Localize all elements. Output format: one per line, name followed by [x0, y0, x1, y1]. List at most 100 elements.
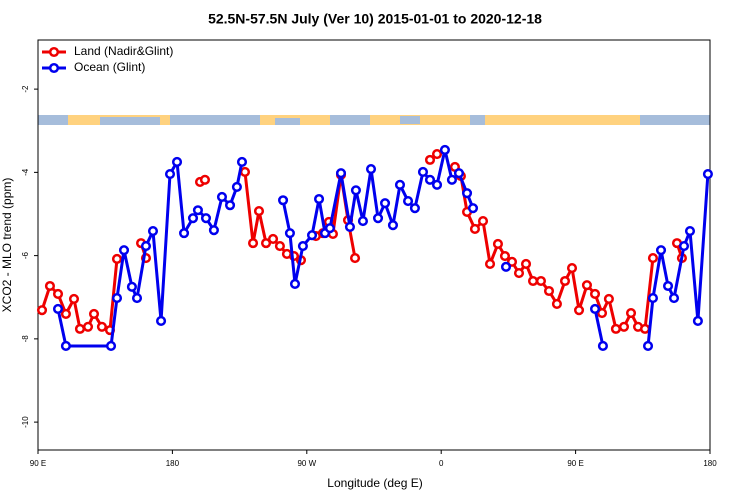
data-point	[105, 340, 117, 351]
y-tick-label: -10	[21, 416, 30, 428]
data-point	[147, 226, 159, 237]
data-point	[535, 275, 547, 287]
data-point	[618, 321, 630, 332]
data-point	[439, 144, 450, 155]
x-tick-label: 0	[439, 459, 444, 468]
data-point	[573, 305, 585, 316]
data-point	[513, 268, 525, 279]
data-point	[655, 245, 667, 256]
data-point	[543, 285, 555, 297]
data-point	[297, 240, 308, 252]
data-point	[199, 174, 211, 185]
data-point	[424, 174, 436, 185]
data-point	[484, 258, 496, 269]
x-tick-label: 180	[166, 459, 180, 468]
data-point	[506, 256, 518, 267]
data-point	[349, 253, 361, 264]
legend-marker	[48, 62, 60, 74]
data-point	[492, 238, 503, 250]
data-point	[216, 191, 228, 202]
data-point	[284, 228, 295, 239]
data-point	[52, 288, 64, 299]
x-tick-label: 90 E	[567, 459, 583, 468]
y-tick-label: -2	[21, 85, 30, 93]
data-point	[111, 253, 123, 264]
data-point	[88, 308, 100, 319]
data-point	[589, 288, 601, 299]
data-point	[96, 321, 107, 332]
data-point	[639, 323, 651, 334]
data-point	[74, 323, 86, 334]
data-point	[344, 221, 356, 232]
y-tick-label: -4	[21, 168, 30, 176]
legend: Land (Nadir&Glint) Ocean (Glint)	[42, 44, 173, 74]
data-point	[60, 340, 71, 351]
data-point	[581, 280, 592, 291]
data-point	[402, 196, 414, 207]
data-point	[662, 280, 674, 292]
data-point	[268, 233, 279, 245]
data-point	[424, 154, 436, 165]
data-point	[236, 156, 248, 168]
data-point	[274, 240, 285, 252]
data-point	[527, 275, 539, 287]
data-point	[469, 223, 480, 235]
data-point	[350, 185, 361, 196]
data-point	[603, 293, 614, 304]
data-point	[192, 205, 203, 216]
data-point	[625, 308, 637, 319]
data-point	[597, 340, 608, 351]
data-point	[566, 263, 578, 274]
data-point	[692, 315, 703, 327]
data-point	[610, 323, 621, 334]
data-point	[453, 168, 465, 179]
x-axis-label: Longitude (deg E)	[327, 476, 422, 490]
map-stripe	[38, 115, 710, 125]
x-tick-label: 90 W	[297, 459, 316, 468]
data-point	[171, 156, 183, 168]
data-point	[140, 240, 152, 252]
series	[52, 144, 713, 351]
data-point	[467, 203, 479, 214]
data-point	[164, 168, 176, 180]
plot-frame	[37, 39, 711, 451]
data-point	[111, 293, 123, 304]
data-point	[335, 168, 347, 179]
data-point	[431, 149, 443, 160]
legend-label: Land (Nadir&Glint)	[74, 44, 173, 58]
data-point	[520, 258, 532, 269]
data-point	[82, 321, 94, 332]
data-point	[702, 168, 713, 180]
legend-label: Ocean (Glint)	[74, 60, 145, 74]
data-point	[647, 253, 659, 264]
data-point	[178, 228, 190, 239]
data-point	[642, 340, 654, 351]
data-point	[559, 275, 571, 287]
data-point	[260, 238, 272, 249]
data-point	[247, 238, 259, 249]
data-point	[60, 308, 71, 319]
data-point	[372, 213, 384, 224]
data-point	[239, 166, 251, 177]
data-point	[387, 220, 399, 231]
data-point	[118, 245, 130, 256]
data-point	[551, 298, 562, 309]
data-point	[431, 179, 443, 190]
data-point	[156, 315, 167, 327]
data-point	[44, 280, 55, 292]
data-point	[187, 213, 199, 224]
data-point	[380, 198, 391, 209]
y-axis-label: XCO2 - MLO trend (ppm)	[0, 178, 14, 313]
data-point	[394, 179, 406, 190]
data-point	[499, 250, 511, 262]
y-tick-label: -8	[21, 335, 30, 343]
data-point	[36, 305, 48, 316]
data-point	[224, 200, 236, 211]
x-tick-label: 180	[703, 459, 717, 468]
series-line	[56, 148, 710, 348]
data-point	[596, 308, 608, 319]
data-point	[365, 163, 377, 175]
legend-marker	[48, 46, 60, 58]
data-point	[324, 223, 335, 234]
